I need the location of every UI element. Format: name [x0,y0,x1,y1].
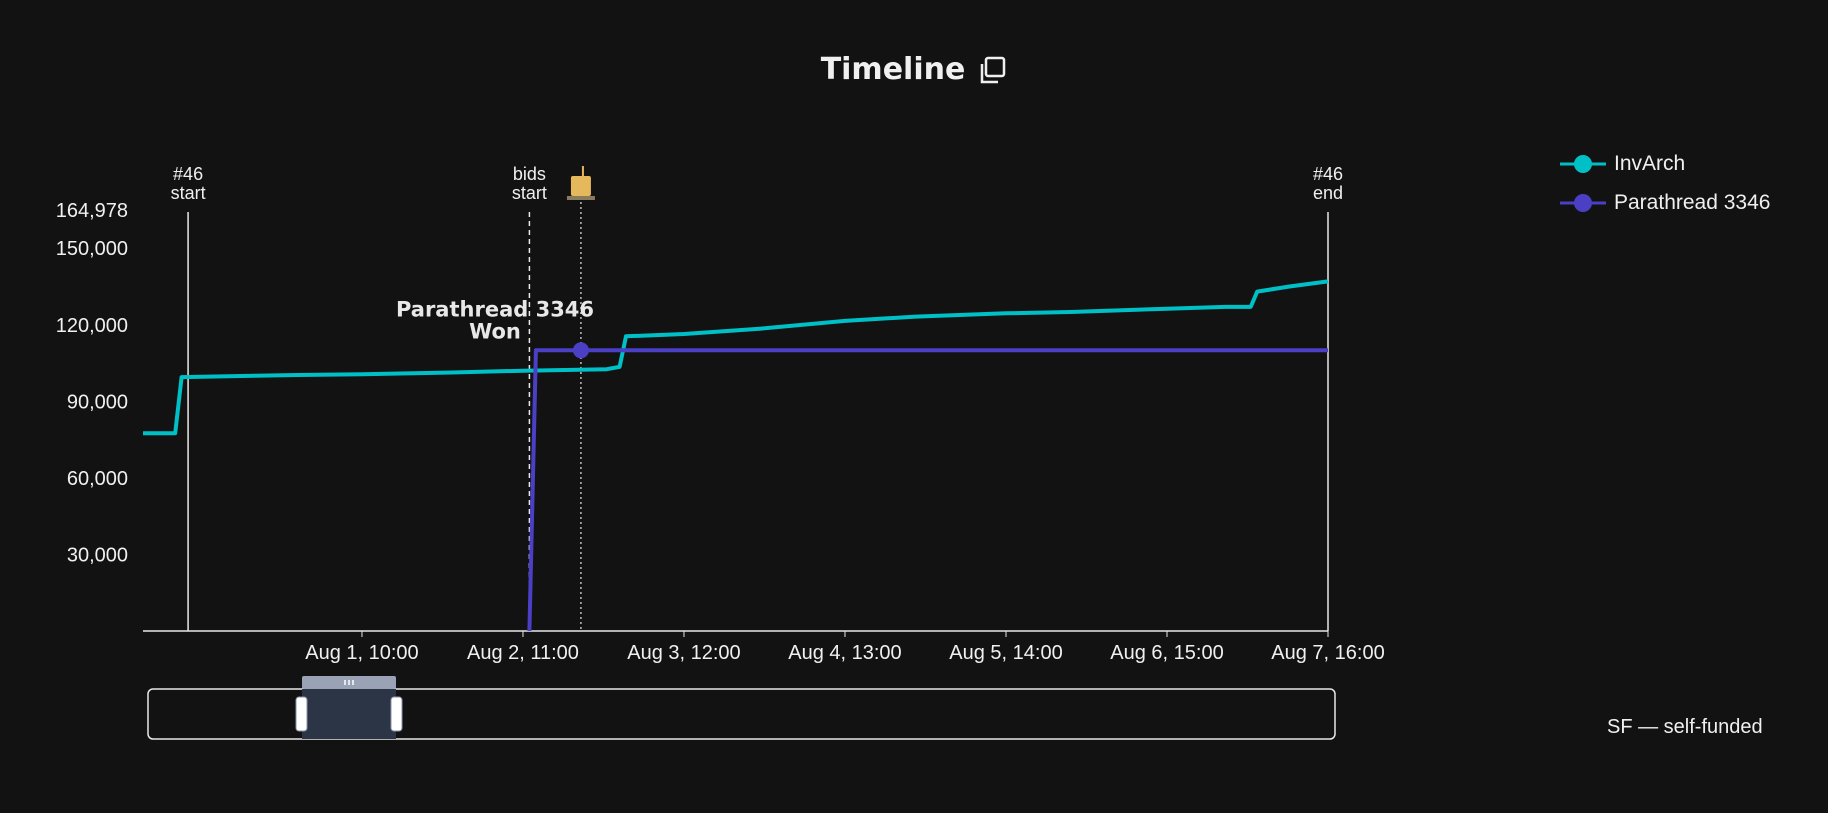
x-tick-label: Aug 6, 15:00 [1110,642,1223,664]
y-tick-label: 90,000 [67,391,128,413]
series-line-invarch [143,279,1329,436]
marker-label-bottom: start [512,183,547,203]
legend-label-parathread: Parathread 3346 [1614,190,1771,214]
y-max-label: 164,978 [56,200,128,222]
marker-label-bottom: start [171,183,206,203]
legend-swatch-parathread [1560,193,1606,212]
marker-label-top: bids [513,164,546,184]
x-tick-label: Aug 4, 13:00 [788,642,901,664]
footnote: SF — self-funded [1607,716,1763,738]
zoom-slider-handle-right[interactable] [390,696,403,732]
y-tick-label: 120,000 [56,315,128,337]
y-tick-label: 30,000 [67,544,128,566]
legend-label-invarch: InvArch [1614,151,1686,175]
zoom-slider-window[interactable] [302,689,396,739]
grip-icon [344,680,354,685]
x-tick-label: Aug 5, 14:00 [949,642,1062,664]
candle-icon [566,166,595,200]
series-line-parathread [527,348,1328,632]
marker-label-top: #46 [173,164,203,184]
legend-item-invarch[interactable]: InvArch [1560,144,1770,183]
x-tick-label: Aug 1, 10:00 [305,642,418,664]
winner-label-bottom: Won [469,319,521,343]
y-tick-label: 60,000 [67,468,128,490]
copy-icon[interactable] [977,55,1007,85]
zoom-slider-track[interactable] [147,688,1336,740]
x-tick-label: Aug 7, 16:00 [1271,642,1384,664]
y-tick-label: 150,000 [56,238,128,260]
chart-title: Timeline [820,52,966,87]
x-tick-label: Aug 2, 11:00 [467,642,579,664]
x-tick-label: Aug 3, 12:00 [627,642,740,664]
legend-swatch-invarch [1560,154,1606,173]
marker-label-top: #46 [1313,164,1343,184]
winner-point[interactable] [572,342,589,359]
winner-label-top: Parathread 3346 [396,297,594,321]
legend-item-parathread[interactable]: Parathread 3346 [1560,183,1770,222]
marker-label-bottom: end [1313,183,1343,203]
zoom-slider-handle-left[interactable] [295,696,308,732]
legend: InvArch Parathread 3346 [1560,144,1770,222]
